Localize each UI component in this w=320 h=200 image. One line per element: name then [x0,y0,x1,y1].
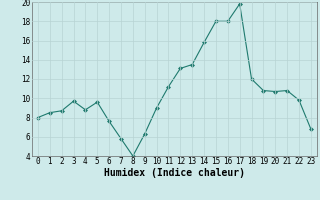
X-axis label: Humidex (Indice chaleur): Humidex (Indice chaleur) [104,168,245,178]
